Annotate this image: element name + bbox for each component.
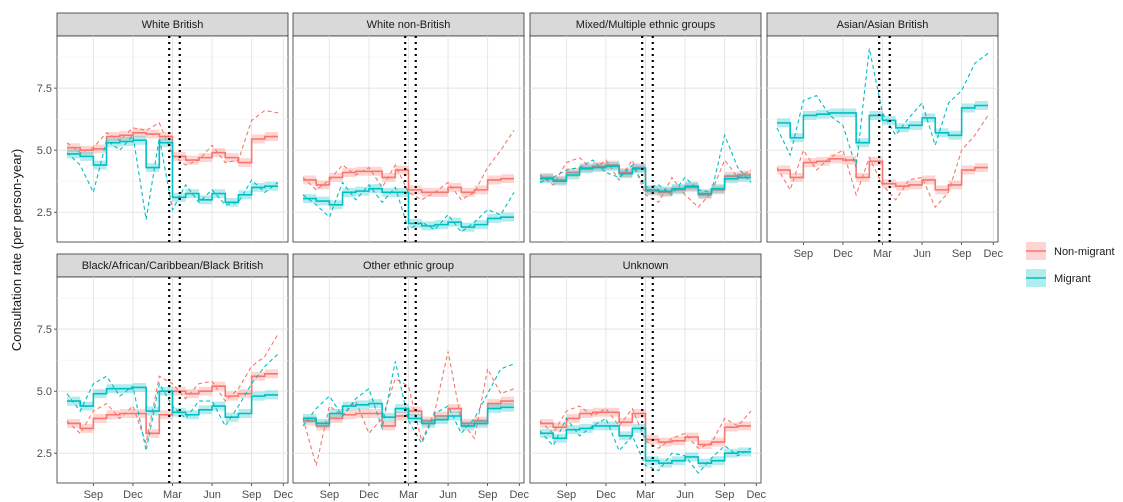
- legend-item-migrant: Migrant: [1026, 269, 1091, 287]
- panels-layer: White British 2.5 5.0 7.5 White non-British M…: [37, 12, 1004, 501]
- x-tick-label: Jun: [439, 489, 457, 501]
- x-tick-label: Jun: [676, 489, 694, 501]
- facet-title: Mixed/Multiple ethnic groups: [576, 19, 716, 31]
- fitted-line-non-migrant: [303, 169, 514, 194]
- fitted-line-migrant: [540, 425, 751, 464]
- legend: Non-migrant Migrant: [1026, 242, 1115, 287]
- y-tick-label: 2.5: [37, 207, 52, 219]
- fitted-line-migrant: [67, 386, 278, 419]
- y-tick-label: 7.5: [37, 83, 52, 95]
- facet-title: Black/African/Caribbean/Black British: [82, 260, 264, 272]
- fitted-line-migrant: [777, 104, 988, 144]
- x-tick-label: Sep: [84, 489, 104, 501]
- x-tick-label: Dec: [596, 489, 616, 501]
- fitted-line-migrant: [540, 165, 751, 195]
- x-tick-label: Mar: [873, 248, 892, 260]
- x-tick-label: Sep: [557, 489, 577, 501]
- fitted-line-migrant: [67, 139, 278, 204]
- facet-title: Other ethnic group: [363, 260, 454, 272]
- x-tick-label: Dec: [123, 489, 143, 501]
- facet-panel: Black/African/Caribbean/Black British 2.5…: [37, 253, 294, 501]
- x-tick-label: Dec: [509, 489, 529, 501]
- y-axis-title: Consultation rate (per person-year): [9, 149, 24, 351]
- facet-panel: White non-British: [292, 12, 525, 243]
- legend-label: Migrant: [1054, 273, 1091, 285]
- x-tick-label: Sep: [794, 248, 814, 260]
- confidence-ribbon-migrant: [303, 184, 514, 232]
- confidence-ribbon-migrant: [540, 421, 751, 468]
- x-tick-label: Dec: [359, 489, 379, 501]
- observed-line-non-migrant: [302, 351, 515, 466]
- x-tick-label: Mar: [636, 489, 655, 501]
- x-tick-label: Dec: [746, 489, 766, 501]
- x-tick-label: Dec: [273, 489, 293, 501]
- facet-panel: Asian/Asian British Sep Dec Mar Jun Sep Dec: [766, 12, 1004, 260]
- x-tick-label: Mar: [163, 489, 182, 501]
- fitted-line-migrant: [303, 187, 514, 228]
- x-tick-label: Jun: [203, 489, 221, 501]
- legend-item-non-migrant: Non-migrant: [1026, 242, 1115, 260]
- observed-line-non-migrant: [539, 156, 752, 209]
- y-tick-label: 5.0: [37, 145, 52, 157]
- facet-panel: Mixed/Multiple ethnic groups: [529, 12, 762, 243]
- observed-line-migrant: [776, 48, 989, 168]
- observed-line-migrant: [302, 181, 515, 233]
- y-tick-label: 5.0: [37, 386, 52, 398]
- x-tick-label: Mar: [399, 489, 418, 501]
- observed-line-non-migrant: [66, 333, 279, 446]
- observed-line-migrant: [302, 361, 515, 445]
- fitted-line-migrant: [303, 402, 514, 427]
- x-tick-label: Jun: [913, 248, 931, 260]
- confidence-ribbon-migrant: [67, 382, 278, 422]
- x-tick-label: Sep: [478, 489, 498, 501]
- observed-line-non-migrant: [776, 115, 989, 209]
- x-tick-label: Sep: [952, 248, 972, 260]
- x-tick-label: Sep: [242, 489, 262, 501]
- legend-label: Non-migrant: [1054, 246, 1115, 258]
- fitted-line-non-migrant: [777, 158, 988, 191]
- y-tick-label: 7.5: [37, 324, 52, 336]
- y-tick-label: 2.5: [37, 448, 52, 460]
- facet-title: White British: [142, 19, 204, 31]
- x-tick-label: Sep: [715, 489, 735, 501]
- facet-title: Asian/Asian British: [837, 19, 929, 31]
- facet-panel: Other ethnic group Sep Dec Mar Jun Sep Dec: [292, 253, 530, 501]
- facet-title: Unknown: [623, 260, 669, 272]
- x-tick-label: Sep: [320, 489, 340, 501]
- x-tick-label: Dec: [833, 248, 853, 260]
- facet-title: White non-British: [367, 19, 451, 31]
- observed-line-non-migrant: [302, 130, 515, 201]
- facet-panel: Unknown Sep Dec Mar Jun Sep Dec: [529, 253, 767, 501]
- facet-panel: White British 2.5 5.0 7.5: [37, 12, 289, 243]
- x-tick-label: Dec: [983, 248, 1003, 260]
